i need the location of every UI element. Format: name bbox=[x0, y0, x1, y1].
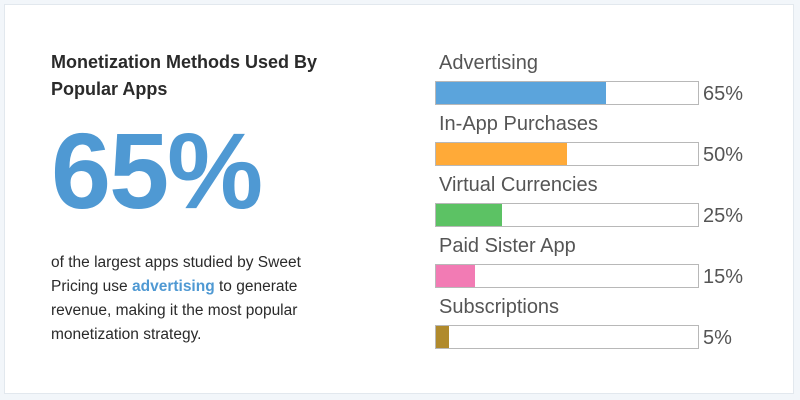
bar-value-label: 65% bbox=[703, 83, 744, 105]
page-title: Monetization Methods Used By Popular App… bbox=[51, 52, 318, 99]
desc-text-after: to generate revenue, making it the most … bbox=[51, 278, 298, 343]
bar-row: Subscriptions 5% bbox=[435, 295, 765, 356]
bar-category-label: Virtual Currencies bbox=[439, 174, 598, 196]
bar-track bbox=[435, 264, 699, 288]
bar-value-label: 25% bbox=[703, 205, 744, 227]
bar-fill bbox=[436, 204, 502, 226]
bar-value-label: 15% bbox=[703, 266, 744, 288]
bar-value-label: 5% bbox=[703, 327, 732, 349]
bar-track bbox=[435, 325, 699, 349]
bar-category-label: Advertising bbox=[439, 52, 538, 74]
bar-fill bbox=[436, 326, 449, 348]
stat-description: of the largest apps studied by Sweet Pri… bbox=[51, 251, 351, 347]
bar-fill bbox=[436, 143, 567, 165]
bar-row: Virtual Currencies 25% bbox=[435, 173, 765, 234]
bar-row: Paid Sister App 15% bbox=[435, 234, 765, 295]
desc-keyword: advertising bbox=[131, 278, 215, 295]
summary-panel: Monetization Methods Used By Popular App… bbox=[51, 49, 371, 363]
bar-track bbox=[435, 81, 699, 105]
bar-chart: Advertising 65% In-App Purchases 50% Virtual… bbox=[435, 51, 765, 361]
bar-track bbox=[435, 142, 699, 166]
bar-fill bbox=[436, 265, 475, 287]
bar-row: Advertising 65% bbox=[435, 51, 765, 112]
bar-category-label: Subscriptions bbox=[439, 296, 560, 318]
infographic-card: Monetization Methods Used By Popular App… bbox=[4, 4, 794, 394]
bar-category-label: Paid Sister App bbox=[439, 235, 576, 257]
bar-track bbox=[435, 203, 699, 227]
bar-category-label: In-App Purchases bbox=[439, 113, 598, 135]
desc-text-before: of the largest apps studied by Sweet Pri… bbox=[51, 254, 301, 295]
bar-row: In-App Purchases 50% bbox=[435, 112, 765, 173]
headline-stat: 65% bbox=[51, 110, 263, 231]
bar-fill bbox=[436, 82, 606, 104]
bar-value-label: 50% bbox=[703, 144, 744, 166]
